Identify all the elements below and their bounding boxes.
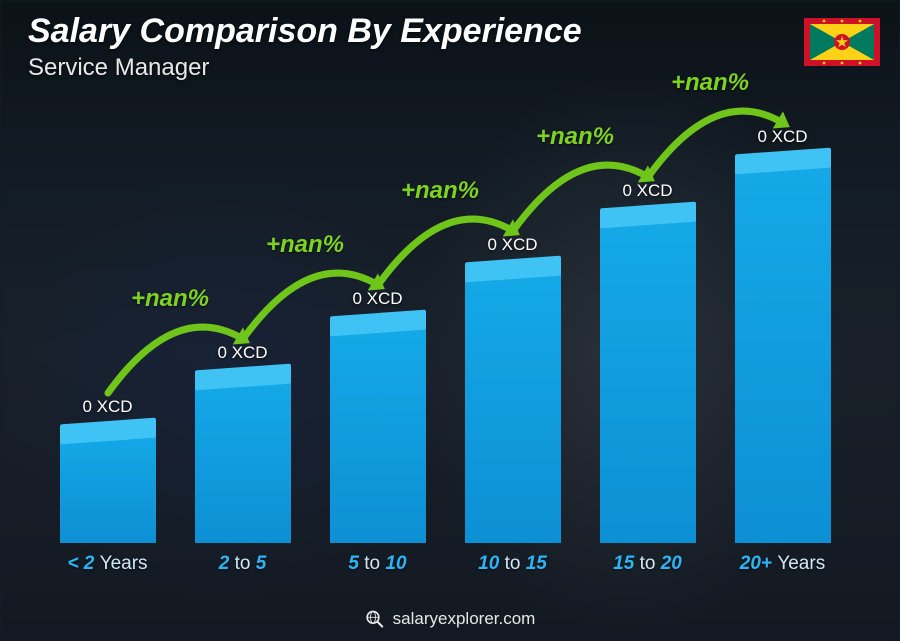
bar-top bbox=[60, 418, 156, 445]
increment-label: +nan% bbox=[671, 69, 749, 97]
bar-wrap: 0 XCD bbox=[175, 100, 310, 543]
bar-value-label: 0 XCD bbox=[487, 235, 537, 255]
bar-top bbox=[465, 256, 561, 283]
bar-value-label: 0 XCD bbox=[757, 127, 807, 147]
page-title: Salary Comparison By Experience bbox=[28, 12, 582, 51]
footer: salaryexplorer.com bbox=[365, 609, 536, 629]
bar-value-label: 0 XCD bbox=[82, 397, 132, 417]
bar-value-label: 0 XCD bbox=[622, 181, 672, 201]
increment-label: +nan% bbox=[536, 123, 614, 151]
category-label: < 2 Years bbox=[40, 553, 175, 575]
bar-top bbox=[735, 148, 831, 175]
bar: 0 XCD bbox=[60, 431, 156, 543]
category-label: 15 to 20 bbox=[580, 553, 715, 575]
increment-label: +nan% bbox=[266, 231, 344, 259]
bar-top bbox=[600, 202, 696, 229]
category-label: 10 to 15 bbox=[445, 553, 580, 575]
category-labels: < 2 Years2 to 55 to 1010 to 1515 to 2020… bbox=[40, 553, 850, 575]
bar-wrap: 0 XCD bbox=[715, 100, 850, 543]
increment-label: +nan% bbox=[131, 285, 209, 313]
category-label: 20+ Years bbox=[715, 553, 850, 575]
content-root: Salary Comparison By Experience Service … bbox=[0, 0, 900, 641]
grenada-flag bbox=[804, 18, 880, 66]
bar-value-label: 0 XCD bbox=[217, 343, 267, 363]
bar: 0 XCD bbox=[195, 377, 291, 543]
page-subtitle: Service Manager bbox=[28, 54, 209, 82]
magnifier-globe-icon bbox=[365, 609, 385, 629]
bar: 0 XCD bbox=[465, 269, 561, 543]
bars-container: 0 XCD 0 XCD 0 XCD 0 XCD 0 XCD 0 XCD bbox=[40, 100, 850, 543]
bar-wrap: 0 XCD bbox=[40, 100, 175, 543]
bar-top bbox=[195, 364, 291, 391]
category-label: 2 to 5 bbox=[175, 553, 310, 575]
bar-chart: 0 XCD0 XCD0 XCD0 XCD0 XCD0 XCD < 2 Years… bbox=[40, 100, 850, 571]
bar-value-label: 0 XCD bbox=[352, 289, 402, 309]
bar: 0 XCD bbox=[735, 161, 831, 543]
bar-top bbox=[330, 310, 426, 337]
bar-wrap: 0 XCD bbox=[580, 100, 715, 543]
increment-label: +nan% bbox=[401, 177, 479, 205]
bar: 0 XCD bbox=[330, 323, 426, 543]
footer-site: salaryexplorer.com bbox=[393, 609, 536, 629]
bar-wrap: 0 XCD bbox=[310, 100, 445, 543]
category-label: 5 to 10 bbox=[310, 553, 445, 575]
bar: 0 XCD bbox=[600, 215, 696, 543]
bar-wrap: 0 XCD bbox=[445, 100, 580, 543]
